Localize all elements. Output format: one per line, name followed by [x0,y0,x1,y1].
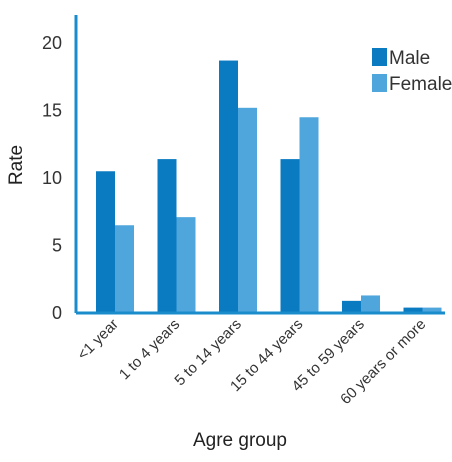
bar-male-3 [280,159,300,313]
bar-female-5 [422,307,442,313]
legend: Male Female [372,48,452,95]
bar-male-4 [342,300,361,313]
y-axis-title: Rate [6,145,27,185]
y-tick-label: 20 [42,33,62,53]
y-tick-label: 5 [52,236,62,256]
bar-male-2 [219,60,238,313]
legend-label-female: Female [389,74,452,95]
y-tick-label: 10 [42,168,62,188]
bar-female-4 [361,295,380,313]
x-tick-label: 1 to 4 years [116,316,183,383]
bar-male-5 [403,307,423,313]
legend-label-male: Male [389,48,430,69]
bar-female-3 [299,117,319,313]
y-tick-label: 15 [42,101,62,121]
y-tick-label: 0 [52,303,62,323]
bar-female-1 [176,217,196,313]
bar-male-0 [96,171,115,313]
x-axis-title: Agre group [193,430,287,451]
bars-group [96,60,442,313]
bar-male-1 [157,159,177,313]
legend-swatch-female [372,74,387,92]
x-tick-label: <1 year [74,316,122,364]
bar-female-2 [238,107,257,313]
bar-female-0 [115,225,134,313]
y-tick-labels: 0 5 10 15 20 [42,33,62,323]
legend-swatch-male [372,48,387,66]
